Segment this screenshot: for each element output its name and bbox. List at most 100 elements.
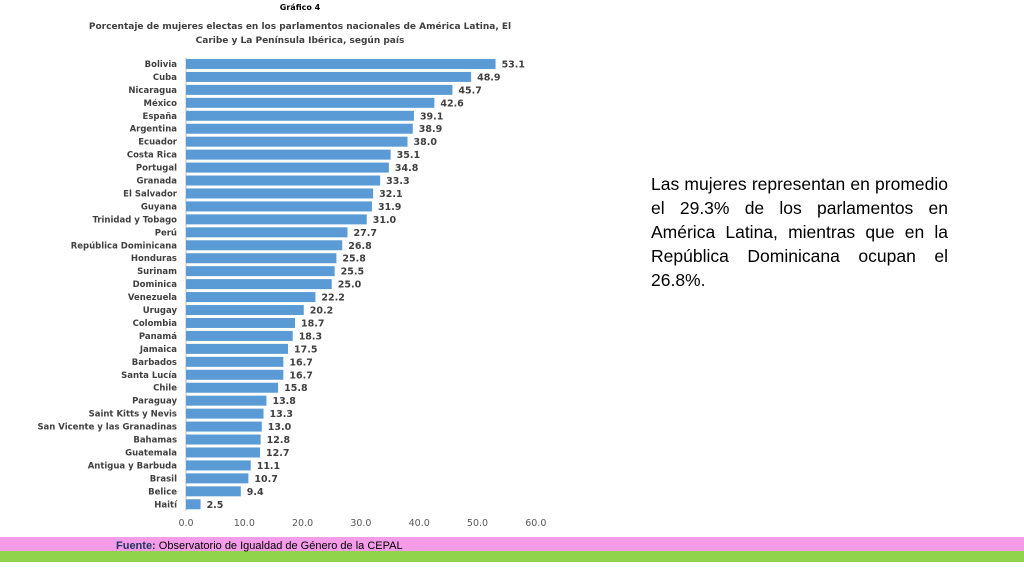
category-label: Haití xyxy=(154,500,178,510)
value-label: 27.7 xyxy=(353,228,376,239)
x-tick-label: 30.0 xyxy=(350,518,371,529)
value-label: 45.7 xyxy=(458,85,481,96)
category-label: Guatemala xyxy=(125,448,177,458)
value-label: 34.8 xyxy=(395,163,419,174)
value-label: 2.5 xyxy=(207,500,224,511)
value-label: 11.1 xyxy=(257,461,280,472)
bar xyxy=(186,305,304,316)
bar xyxy=(186,84,453,95)
bar xyxy=(186,330,293,341)
category-label: El Salvador xyxy=(123,189,178,199)
bar xyxy=(186,486,241,497)
value-label: 22.2 xyxy=(321,293,344,304)
value-label: 18.3 xyxy=(299,331,322,342)
value-label: 12.8 xyxy=(267,435,291,446)
value-label: 25.8 xyxy=(342,254,366,265)
bar xyxy=(186,240,343,251)
category-label: Portugal xyxy=(136,164,177,174)
bar xyxy=(186,201,372,212)
category-label: Paraguay xyxy=(132,397,177,407)
bar xyxy=(186,266,335,277)
category-label: Chile xyxy=(153,384,177,394)
source-note: Fuente: Observatorio de Igualdad de Géne… xyxy=(116,540,403,552)
value-label: 10.7 xyxy=(254,474,277,485)
footer-band-green xyxy=(0,551,1024,562)
value-label: 18.7 xyxy=(301,318,324,329)
category-label: Jamaica xyxy=(139,345,177,355)
category-label: Dominica xyxy=(133,280,178,290)
value-label: 16.7 xyxy=(289,357,312,368)
category-label: Honduras xyxy=(131,254,177,264)
value-label: 15.8 xyxy=(284,383,308,394)
bar xyxy=(186,149,391,160)
figure-label: Gráfico 4 xyxy=(279,3,321,12)
value-label: 25.5 xyxy=(341,267,364,278)
category-label: Brasil xyxy=(150,474,177,484)
bar xyxy=(186,188,374,199)
category-label: Surinam xyxy=(137,267,177,277)
bar xyxy=(186,58,496,69)
bar xyxy=(186,97,435,108)
bar xyxy=(186,279,332,290)
value-label: 26.8 xyxy=(348,241,372,252)
bar xyxy=(186,447,261,458)
x-tick-label: 10.0 xyxy=(234,518,255,529)
x-tick-label: 40.0 xyxy=(409,518,430,529)
bar xyxy=(186,434,261,445)
value-label: 31.0 xyxy=(373,215,397,226)
category-label: Antigua y Barbuda xyxy=(88,461,178,471)
bar xyxy=(186,253,337,264)
bar xyxy=(186,369,284,380)
bar xyxy=(186,110,414,121)
category-label: Nicaragua xyxy=(128,86,177,96)
bar xyxy=(186,356,284,367)
footer-band-pink xyxy=(0,537,1024,551)
category-label: Panamá xyxy=(139,332,177,342)
value-label: 39.1 xyxy=(420,111,443,122)
value-label: 38.9 xyxy=(419,124,442,135)
category-label: Belice xyxy=(148,487,177,497)
category-label: Santa Lucía xyxy=(121,371,177,381)
category-label: Perú xyxy=(155,228,177,238)
x-tick-label: 0.0 xyxy=(178,518,193,529)
bar xyxy=(186,71,472,82)
category-label: Guyana xyxy=(141,202,177,212)
bar xyxy=(186,317,296,328)
category-label: Cuba xyxy=(153,73,177,83)
source-text: Observatorio de Igualdad de Género de la… xyxy=(155,540,403,552)
value-label: 13.0 xyxy=(268,422,292,433)
bar-chart: Bolivia 53.1 Cuba 48.9 Nicaragua 45.7 México 42… xyxy=(37,57,546,529)
bar xyxy=(186,343,289,354)
category-label: Saint Kitts y Nevis xyxy=(89,410,177,420)
value-label: 53.1 xyxy=(502,59,525,70)
bar xyxy=(186,421,262,432)
value-label: 42.6 xyxy=(440,98,464,109)
bar xyxy=(186,136,408,147)
category-label: Granada xyxy=(136,177,177,187)
value-label: 16.7 xyxy=(289,370,312,381)
value-label: 12.7 xyxy=(266,448,289,459)
category-label: República Dominicana xyxy=(71,241,178,251)
category-label: San Vicente y las Granadinas xyxy=(37,423,177,433)
value-label: 33.3 xyxy=(386,176,409,187)
value-label: 31.9 xyxy=(378,202,401,213)
summary-text: Las mujeres representan en promedio el 2… xyxy=(651,174,948,290)
category-label: Barbados xyxy=(132,358,177,368)
bar xyxy=(186,499,201,510)
bar xyxy=(186,162,389,173)
value-label: 38.0 xyxy=(414,137,438,148)
category-label: Ecuador xyxy=(138,138,178,148)
x-tick-label: 60.0 xyxy=(525,518,546,529)
value-label: 25.0 xyxy=(338,280,362,291)
chart-title: Porcentaje de mujeres electas en los par… xyxy=(88,22,512,46)
bar xyxy=(186,175,381,186)
bar xyxy=(186,214,367,225)
value-label: 20.2 xyxy=(310,306,333,317)
value-label: 35.1 xyxy=(397,150,420,161)
bar xyxy=(186,473,249,484)
category-label: Bahamas xyxy=(133,436,177,446)
bar xyxy=(186,408,264,419)
category-label: México xyxy=(144,98,178,109)
value-label: 32.1 xyxy=(379,189,402,200)
source-label: Fuente: xyxy=(116,540,156,552)
